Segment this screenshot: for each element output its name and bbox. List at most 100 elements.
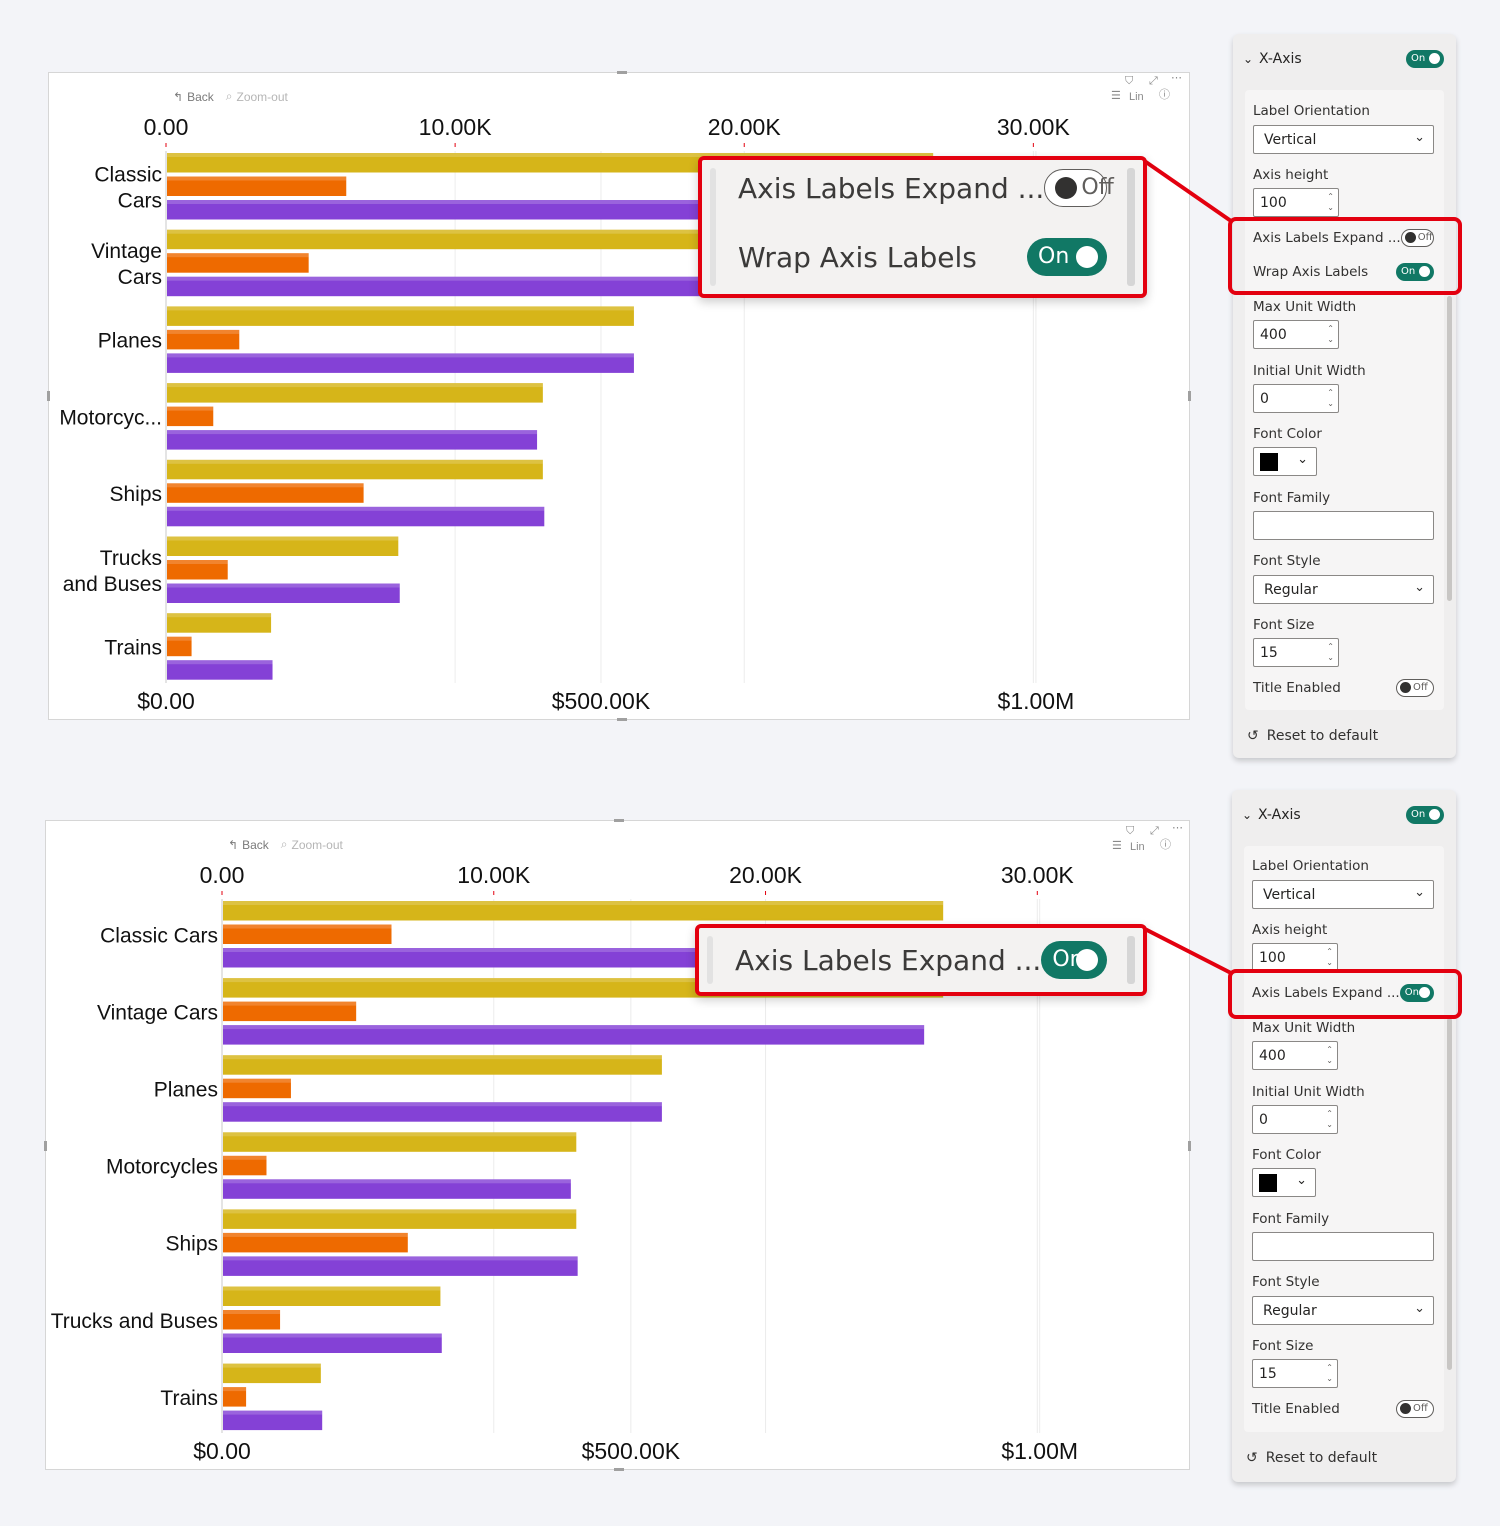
bar-series-a-ships[interactable] [167,459,543,480]
font-family-input[interactable] [1253,511,1434,540]
list-icon[interactable]: ☰ [1112,840,1122,852]
x-axis-section-header[interactable]: ⌄ X-Axis On [1242,804,1444,826]
filter-icon[interactable]: ⛉ [1126,825,1135,837]
wrap-axis-labels-toggle[interactable]: On [1396,263,1434,281]
bar-series-b-planes[interactable] [167,329,240,350]
font-style-dropdown[interactable]: Regular ⌄ [1252,1296,1434,1325]
font-color-picker[interactable]: ⌄ [1252,1168,1316,1197]
bar-series-c-vintage-cars[interactable] [223,1025,925,1045]
bar-series-b-motorcycles[interactable] [223,1155,267,1176]
bar-series-b-motorcycles[interactable] [167,406,214,427]
bar-series-b-classic-cars[interactable] [223,924,392,945]
bar-series-b-planes[interactable] [223,1078,291,1099]
initial-unit-width-input[interactable]: 0 ⌃ ⌄ [1253,384,1339,413]
bar-series-c-ships[interactable] [167,506,545,527]
bar-series-c-planes[interactable] [167,353,634,373]
more-options-icon[interactable]: ⋯ [1172,822,1183,834]
x-axis-section-header[interactable]: ⌄ X-Axis On [1243,48,1444,70]
reset-to-default-button[interactable]: ↺ Reset to default [1247,728,1379,744]
label-orientation-dropdown[interactable]: Vertical ⌄ [1253,125,1434,154]
info-icon[interactable]: ⓘ [1159,89,1170,101]
panel-highlight-top [1228,217,1462,295]
bar-series-c-trains[interactable] [223,1410,323,1431]
initial-unit-width-input[interactable]: 0 ⌃ ⌄ [1252,1105,1338,1134]
bar-series-a-motorcycles[interactable] [223,1132,577,1152]
scale-toggle[interactable]: Lin [1129,91,1144,103]
filter-icon[interactable]: ⛉ [1125,75,1134,87]
back-button[interactable]: ↰ Back [228,837,269,852]
info-icon[interactable]: ⓘ [1160,839,1171,851]
spinner-arrows-icon[interactable]: ⌃ ⌄ [1326,947,1333,967]
chevron-down-icon[interactable]: ⌄ [1242,808,1253,822]
bar-series-a-classic-cars[interactable] [223,901,944,921]
bar-series-b-trucks-and-buses[interactable] [223,1310,281,1330]
x-axis-toggle[interactable]: On [1406,50,1444,68]
back-button[interactable]: ↰ Back [173,89,214,104]
bar-series-a-trains[interactable] [167,613,272,633]
bar-series-a-motorcycles[interactable] [167,383,543,403]
bar-series-b-ships[interactable] [223,1232,408,1253]
bar-series-c-trains[interactable] [167,660,273,680]
bar-series-a-trucks-and-buses[interactable] [223,1286,441,1307]
bar-series-c-motorcycles[interactable] [167,430,538,450]
font-size-input[interactable]: 15 ⌃ ⌄ [1252,1359,1338,1388]
bar-series-b-trains[interactable] [223,1387,247,1407]
bar-series-a-planes[interactable] [223,1055,662,1075]
bar-series-a-trains[interactable] [223,1363,321,1384]
bar-series-b-trains[interactable] [167,636,192,657]
panel-scrollbar[interactable] [1447,296,1452,601]
panel-scrollbar[interactable] [1447,1018,1452,1370]
bar-series-b-ships[interactable] [167,483,364,503]
bar-series-c-trucks-and-buses[interactable] [167,583,400,604]
font-style-dropdown[interactable]: Regular ⌄ [1253,575,1434,604]
axis-height-input[interactable]: 100 ⌃ ⌄ [1252,943,1338,972]
list-icon[interactable]: ☰ [1111,90,1121,102]
bar-series-a-planes[interactable] [167,306,634,326]
bar-series-b-vintage-cars[interactable] [223,1001,357,1022]
max-unit-width-input[interactable]: 400 ⌃ ⌄ [1253,320,1339,349]
zoom-out-button[interactable]: ⌕ Zoom-out [280,837,343,852]
font-size-input[interactable]: 15 ⌃ ⌄ [1253,638,1339,667]
label-orientation-dropdown[interactable]: Vertical ⌄ [1252,880,1434,909]
spinner-arrows-icon[interactable]: ⌃ ⌄ [1327,642,1334,662]
spinner-arrows-icon[interactable]: ⌃ ⌄ [1326,1363,1333,1383]
title-enabled-toggle[interactable]: Off [1396,1400,1434,1418]
max-unit-width-input[interactable]: 400 ⌃ ⌄ [1252,1041,1338,1070]
axis-height-input[interactable]: 100 ⌃ ⌄ [1253,188,1339,217]
bar-series-a-trucks-and-buses[interactable] [167,536,399,557]
bar-series-b-vintage-cars[interactable] [167,253,309,273]
scale-toggle[interactable]: Lin [1130,841,1145,853]
chevron-down-icon[interactable]: ⌄ [1243,52,1254,66]
spinner-arrows-icon[interactable]: ⌃ ⌄ [1327,192,1334,212]
axis-labels-expand-toggle[interactable]: Off [1400,229,1434,247]
bar-series-c-motorcycles[interactable] [223,1179,571,1199]
bar-shine [223,1078,291,1083]
bar-series-b-classic-cars[interactable] [167,176,347,197]
spinner-arrows-icon[interactable]: ⌃ ⌄ [1326,1109,1333,1129]
bar-series-c-ships[interactable] [223,1256,578,1276]
bar-shine [223,1387,247,1392]
more-options-icon[interactable]: ⋯ [1171,72,1182,84]
category-label-ships: Ships [109,483,162,506]
bar-series-b-trucks-and-buses[interactable] [167,560,228,580]
bar-shine [223,1155,267,1160]
spinner-arrows-icon[interactable]: ⌃ ⌄ [1327,324,1334,344]
bar-series-c-trucks-and-buses[interactable] [223,1333,442,1354]
font-family-input[interactable] [1252,1232,1434,1261]
bar-series-c-planes[interactable] [223,1102,662,1122]
title-enabled-toggle[interactable]: Off [1396,679,1434,697]
chart-visual-bottom[interactable]: ↰ Back ⌕ Zoom-out ⛉ ⤢ ⋯ ☰ Lin ⓘ 0.00 10.00K… [44,819,1191,1471]
axis-labels-expand-toggle[interactable]: On [1399,984,1434,1002]
zoom-out-button[interactable]: ⌕ Zoom-out [225,89,288,104]
category-label-trucks-and-buses: Trucks and Buses [51,1310,218,1333]
spinner-arrows-icon[interactable]: ⌃ ⌄ [1326,1045,1333,1065]
chevron-down-icon: ⌄ [1297,452,1308,467]
reset-to-default-button[interactable]: ↺ Reset to default [1246,1450,1378,1466]
font-color-picker[interactable]: ⌄ [1253,447,1317,476]
focus-mode-icon[interactable]: ⤢ [1150,825,1159,837]
x-axis-toggle[interactable]: On [1406,806,1444,824]
top-axis-tick-label: 20.00K [729,862,803,888]
spinner-arrows-icon[interactable]: ⌃ ⌄ [1327,388,1334,408]
focus-mode-icon[interactable]: ⤢ [1149,75,1158,87]
bar-series-a-ships[interactable] [223,1209,577,1229]
